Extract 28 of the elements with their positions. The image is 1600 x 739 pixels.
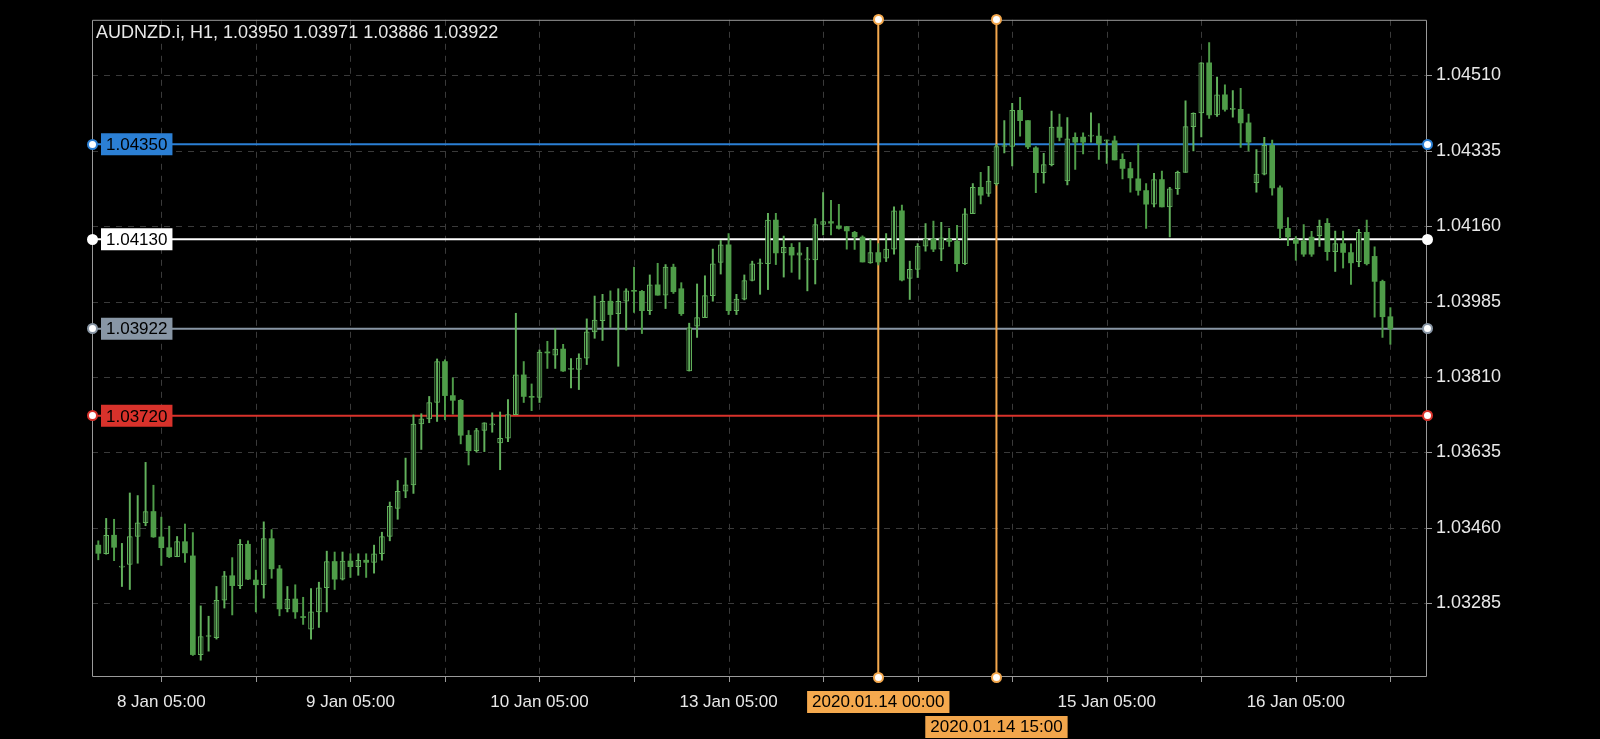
y-tick-label: 1.03635 — [1436, 441, 1502, 462]
y-tick-label: 1.03810 — [1436, 366, 1502, 387]
y-tick-label: 1.03285 — [1436, 592, 1502, 613]
x-tick-label: 13 Jan 05:00 — [679, 691, 778, 711]
chart-title: AUDNZD.i, H1, 1.03950 1.03971 1.03886 1.03922 — [96, 21, 499, 42]
ref-line-label: 1.04130 — [106, 229, 168, 249]
candlestick — [119, 543, 125, 587]
ref-line-label: 1.03922 — [106, 319, 168, 339]
y-tick-label: 1.04510 — [1436, 64, 1502, 85]
x-tick-label: 15 Jan 05:00 — [1057, 691, 1156, 711]
candlestick — [489, 412, 496, 433]
x-tick-label: 10 Jan 05:00 — [490, 691, 589, 711]
ref-line-label: 1.04350 — [106, 135, 168, 155]
x-tick-label: 16 Jan 05:00 — [1246, 691, 1345, 711]
candlestick — [1103, 139, 1110, 164]
y-tick-label: 1.04160 — [1436, 215, 1502, 236]
x-tick-label: 2020.01.14 00:00 — [812, 691, 945, 711]
candlestick — [757, 258, 763, 295]
candlestick — [568, 358, 574, 389]
y-tick-label: 1.03985 — [1436, 290, 1502, 311]
x-tick-label: 8 Jan 05:00 — [116, 691, 206, 711]
y-tick-label: 1.03460 — [1436, 516, 1502, 537]
ref-line-label: 1.03720 — [106, 406, 168, 426]
x-tick-label: 9 Jan 05:00 — [305, 691, 395, 711]
candlestick — [1088, 112, 1094, 143]
candlestick — [828, 200, 834, 236]
y-tick-label: 1.04335 — [1436, 139, 1502, 160]
x-tick-label: 2020.01.14 15:00 — [930, 716, 1063, 736]
